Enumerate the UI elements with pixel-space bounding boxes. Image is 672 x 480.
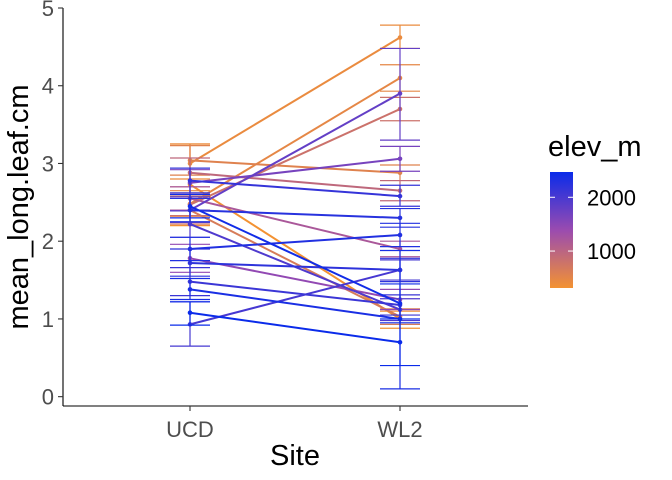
series-line <box>189 233 401 250</box>
y-tick-label: 1 <box>42 307 54 332</box>
series-line <box>189 311 401 344</box>
series-line <box>189 209 401 219</box>
series-line <box>189 92 401 211</box>
series-line <box>189 268 401 326</box>
data-point <box>397 91 403 96</box>
series-line <box>189 205 401 305</box>
x-tick-label: WL2 <box>377 417 422 442</box>
series-line <box>189 157 401 184</box>
series-line <box>189 183 401 320</box>
legend-ticks: 1000 2000 <box>550 185 636 264</box>
y-tick-label: 5 <box>42 0 54 21</box>
legend-title: elev_m <box>548 131 642 163</box>
y-tick-label: 3 <box>42 151 54 176</box>
data-point <box>187 260 193 266</box>
series-14 <box>170 167 420 207</box>
y-ticks: 0 1 2 3 4 5 <box>42 0 63 410</box>
series-line <box>189 209 401 318</box>
series-line <box>189 280 401 306</box>
x-ticks: UCD WL2 <box>166 406 423 442</box>
y-axis-title: mean_long.leaf.cm <box>3 84 35 329</box>
series-line <box>189 171 401 192</box>
data-marks <box>170 24 420 390</box>
data-point <box>397 232 403 238</box>
legend-colorbar <box>550 172 573 288</box>
legend-tick-label: 2000 <box>587 185 636 210</box>
data-point <box>397 156 403 162</box>
legend-tick-label: 1000 <box>587 239 636 264</box>
data-point <box>187 178 193 183</box>
data-point <box>187 221 193 227</box>
series-17 <box>170 222 420 262</box>
series-line <box>189 197 401 250</box>
series-10 <box>170 47 420 224</box>
series-line <box>189 261 401 271</box>
x-tick-label: UCD <box>166 417 214 442</box>
data-point <box>397 215 403 221</box>
y-tick-label: 2 <box>42 229 54 254</box>
data-point <box>187 203 193 209</box>
data-point <box>397 193 403 199</box>
data-point <box>187 310 193 316</box>
series-line <box>189 36 401 165</box>
data-point <box>397 301 403 306</box>
data-point <box>397 35 403 40</box>
y-tick-label: 4 <box>42 74 54 99</box>
series-line <box>189 108 401 206</box>
series-line <box>189 159 401 174</box>
series-line <box>189 77 401 205</box>
series-20 <box>170 301 420 367</box>
series-16 <box>170 197 420 228</box>
series-line <box>189 288 401 320</box>
series-line <box>189 257 401 301</box>
data-point <box>187 287 193 292</box>
legend: elev_m 1000 2000 <box>548 131 642 288</box>
data-point <box>397 339 403 345</box>
y-tick-label: 0 <box>42 385 54 410</box>
x-axis-title: Site <box>270 440 320 472</box>
series-line <box>189 179 401 198</box>
data-point <box>187 246 193 252</box>
series-5 <box>170 96 420 217</box>
